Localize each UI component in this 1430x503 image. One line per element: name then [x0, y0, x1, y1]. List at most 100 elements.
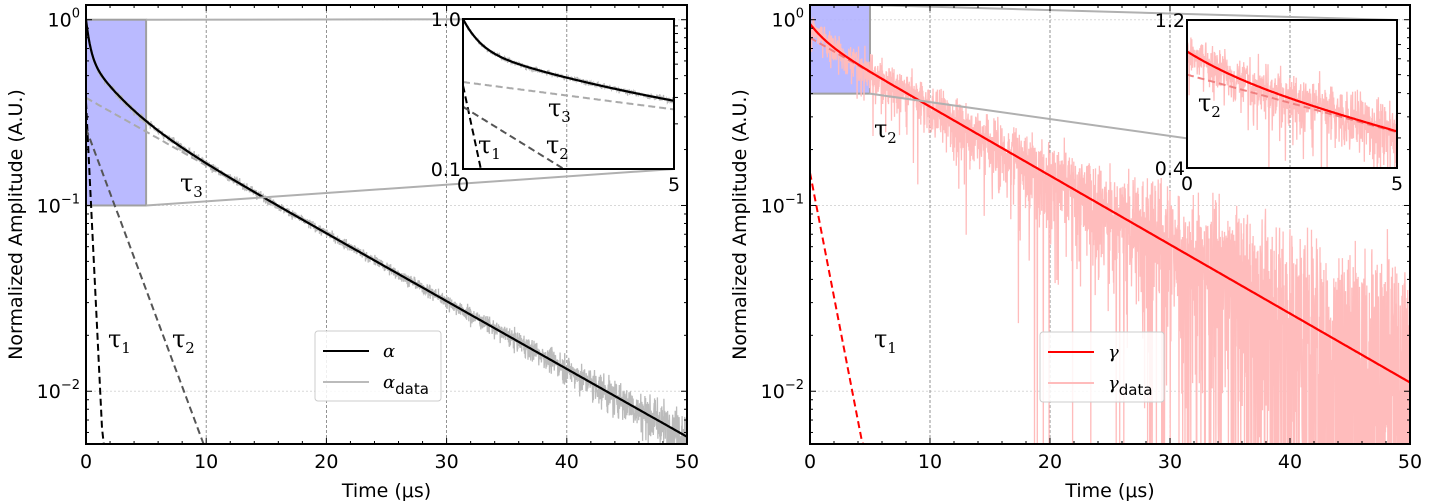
x-tick-label: 30: [435, 451, 459, 473]
annotation-tau2-subscript: 2: [185, 339, 195, 357]
annotation-tau1-main: τ: [874, 325, 887, 353]
annotation-tau1-subscript: 1: [121, 339, 131, 357]
x-tick-label: 50: [675, 451, 699, 473]
annotation-tau2-subscript: 2: [887, 129, 897, 147]
inset-annotation-tau2-subscript: 2: [1211, 103, 1221, 121]
annotation-tau3-subscript: 3: [193, 183, 203, 201]
component-curve-tau1: [810, 172, 865, 444]
x-tick-label: 20: [1038, 451, 1062, 473]
legend-label-subscript: data: [395, 380, 429, 398]
inset-ytick-label: 0.4: [1155, 158, 1185, 180]
x-tick-label: 10: [918, 451, 942, 473]
inset-component-curve-tau3: [463, 81, 674, 111]
legend-label-main: γ: [1108, 373, 1119, 394]
y-tick-label-main: 10: [761, 381, 785, 403]
x-tick-label: 20: [314, 451, 338, 473]
y-tick-label-main: 10: [48, 10, 72, 32]
legend-label: αdata: [383, 372, 429, 398]
inset-annotation-tau2: τ2: [546, 131, 569, 163]
annotation-tau1-main: τ: [108, 325, 121, 353]
inset-annotation-tau3: τ3: [548, 94, 571, 126]
y-tick-label-exponent: −2: [785, 378, 804, 393]
inset-annotation-tau2-main: τ: [1198, 89, 1211, 117]
inset-connector-top: [869, 4, 1398, 21]
y-tick-label-main: 10: [37, 381, 61, 403]
fit-curve-γ: [810, 23, 1410, 384]
annotation-tau1: τ1: [874, 325, 897, 357]
y-tick-label: 100: [772, 7, 804, 32]
inset-annotation-tau1-main: τ: [478, 131, 491, 159]
y-tick-label: 100: [48, 7, 80, 32]
x-tick-label: 40: [1278, 451, 1302, 473]
y-tick-label: 10−1: [761, 192, 804, 217]
component-curve-tau1: [86, 102, 105, 444]
y-tick-label-exponent: −2: [61, 378, 80, 393]
x-tick-label: 0: [80, 451, 92, 473]
y-tick-label-main: 10: [761, 195, 785, 217]
inset-annotation-tau3-main: τ: [548, 94, 561, 122]
legend-box: [314, 330, 442, 402]
y-tick-label-main: 10: [772, 10, 796, 32]
axes-frame: [85, 4, 688, 445]
inset-fit-curve: [463, 19, 674, 102]
inset-ytick-label: 1.0: [431, 9, 461, 31]
x-tick-label: 10: [194, 451, 218, 473]
y-tick-label-main: 10: [37, 195, 61, 217]
x-tick-label: 40: [555, 451, 579, 473]
inset-xtick-label: 0: [1181, 173, 1193, 195]
inset-xtick-label: 5: [668, 174, 680, 196]
inset-annotation-tau2-main: τ: [546, 131, 559, 159]
legend-label-main: α: [383, 341, 395, 362]
inset-fit-curve: [1187, 50, 1397, 133]
legend-label: γdata: [1108, 373, 1153, 399]
inset-annotation-tau2-subscript: 2: [559, 145, 569, 163]
annotation-tau2-main: τ: [172, 325, 185, 353]
y-tick-label: 10−1: [37, 192, 80, 217]
inset-annotation-tau3-subscript: 3: [561, 108, 571, 126]
y-axis-label: Normalized Amplitude (A.U.): [5, 89, 27, 360]
y-tick-label-exponent: 0: [796, 7, 804, 22]
y-tick-label-exponent: 0: [72, 7, 80, 22]
legend-label: α: [383, 341, 395, 362]
x-axis-label: Time (μs): [1064, 480, 1154, 502]
inset-plot-area: [1187, 20, 1397, 168]
legend-label: γ: [1108, 342, 1119, 363]
x-axis-label: Time (μs): [341, 480, 431, 502]
annotation-tau2-main: τ: [874, 115, 887, 143]
inset-component-curve-tau2: [1187, 73, 1397, 134]
x-tick-label: 0: [804, 451, 816, 473]
inset-xtick-label: 0: [457, 174, 469, 196]
x-tick-label: 30: [1158, 451, 1182, 473]
plot-area: [86, 18, 687, 444]
inset-plot-area: [463, 19, 674, 169]
inset-axes: τ2 0 5 0.4 1.2: [1155, 10, 1403, 195]
y-tick-label: 10−2: [761, 378, 804, 403]
inset-frame: [1186, 19, 1398, 169]
annotation-tau2: τ2: [172, 325, 195, 357]
y-tick-label-exponent: −1: [785, 192, 804, 207]
inset-annotation-tau1: τ1: [478, 131, 501, 163]
annotation-tau3-main: τ: [180, 169, 193, 197]
component-curve-tau2: [86, 128, 205, 444]
y-tick-label: 10−2: [37, 378, 80, 403]
inset-component-curve-tau1: [463, 85, 482, 169]
inset-annotation-tau2: τ2: [1198, 89, 1221, 121]
y-axis-label: Normalized Amplitude (A.U.): [729, 89, 751, 360]
legend-label-main: α: [383, 372, 395, 393]
annotation-tau3: τ3: [180, 169, 203, 201]
inset-ytick-label: 1.2: [1155, 10, 1185, 32]
fit-curve-α: [86, 19, 687, 438]
legend-label-subscript: data: [1119, 381, 1153, 399]
inset-connector-bottom: [146, 168, 675, 207]
legend-label-main: γ: [1108, 342, 1119, 363]
inset-xtick-label: 5: [1391, 173, 1403, 195]
annotation-tau1-subscript: 1: [887, 339, 897, 357]
inset-data-series: [1187, 37, 1397, 168]
x-tick-label: 50: [1398, 451, 1422, 473]
